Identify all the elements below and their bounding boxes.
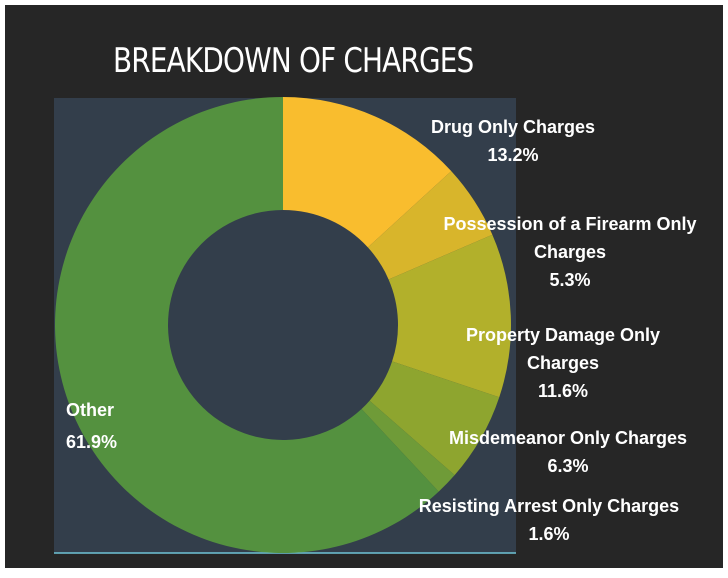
slice-label: Resisting Arrest Only Charges — [418, 496, 680, 516]
donut-slice — [54, 97, 439, 553]
slice-label: Property Damage Only Charges — [465, 325, 661, 373]
slice-label: Other — [66, 400, 115, 420]
chart-title: BREAKDOWN OF CHARGES — [113, 41, 474, 81]
value-label: 6.3% — [547, 456, 589, 476]
donut-slice — [283, 97, 452, 248]
donut-slice — [388, 234, 511, 398]
donut-slice — [367, 171, 493, 280]
donut-slice — [369, 361, 500, 476]
chart: BREAKDOWN OF CHARGES Drug Only Charges 13… — [5, 5, 723, 568]
value-label: 11.6% — [537, 381, 589, 401]
value-label: 61.9% — [66, 432, 118, 452]
donut-slice — [361, 400, 455, 492]
slice-label: Misdemeanor Only Charges — [448, 428, 688, 448]
value-label: 5.3% — [549, 270, 591, 290]
value-label: 13.2% — [487, 145, 539, 165]
slice-label: Possession of a Firearm Only Charges — [443, 214, 697, 262]
slice-label: Drug Only Charges — [430, 117, 596, 137]
value-label: 1.6% — [528, 524, 570, 544]
plot — [54, 97, 516, 554]
